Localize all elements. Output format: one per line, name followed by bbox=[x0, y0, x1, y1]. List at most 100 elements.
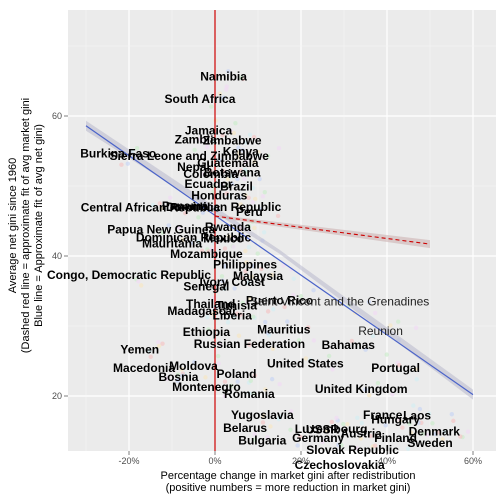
grid-layer bbox=[68, 10, 496, 451]
country-label: Bosnia bbox=[158, 370, 198, 384]
data-point bbox=[341, 421, 346, 427]
data-point bbox=[147, 348, 152, 354]
data-point bbox=[349, 338, 355, 344]
country-label: Liberia bbox=[213, 308, 253, 322]
data-point bbox=[263, 319, 268, 325]
data-point bbox=[199, 248, 205, 254]
data-point bbox=[222, 246, 228, 251]
data-point bbox=[230, 235, 235, 240]
data-point bbox=[175, 372, 181, 377]
data-point bbox=[390, 392, 395, 397]
data-point bbox=[240, 275, 245, 281]
data-point bbox=[260, 420, 266, 425]
market-fit-line bbox=[214, 215, 431, 245]
data-point bbox=[375, 380, 381, 386]
points-layer bbox=[119, 69, 471, 452]
data-point bbox=[329, 419, 335, 425]
data-point bbox=[339, 443, 344, 448]
data-point bbox=[236, 145, 241, 150]
data-point bbox=[236, 333, 242, 338]
data-point bbox=[255, 152, 260, 157]
data-point bbox=[205, 144, 210, 149]
data-point bbox=[195, 239, 201, 244]
data-point bbox=[237, 196, 242, 201]
y-axis-title-line: (Dashed red line = approximate fit of av… bbox=[20, 98, 32, 353]
data-point bbox=[291, 276, 296, 281]
data-point bbox=[252, 225, 257, 231]
data-point bbox=[248, 378, 253, 383]
country-label: Bulgaria bbox=[238, 434, 286, 448]
country-label-layer: Namibia South Africa JamaicaZambiaZimbabwe… bbox=[47, 70, 460, 473]
data-point bbox=[235, 379, 240, 384]
data-point bbox=[202, 171, 207, 177]
country-label: Kenya bbox=[223, 145, 259, 159]
country-label: Russian Federation bbox=[194, 337, 305, 351]
country-label: Namibia bbox=[200, 70, 247, 84]
data-point bbox=[223, 183, 229, 188]
data-point bbox=[226, 234, 232, 239]
data-point bbox=[160, 341, 165, 346]
country-label: Puerto Rico bbox=[246, 294, 313, 308]
data-point bbox=[359, 420, 364, 426]
plot-panel bbox=[68, 10, 496, 451]
data-point bbox=[217, 91, 223, 96]
data-point bbox=[307, 358, 313, 363]
data-point bbox=[192, 147, 197, 153]
country-label: Rwanda bbox=[205, 220, 251, 234]
data-point bbox=[325, 428, 330, 434]
y-tick-label: 20 bbox=[52, 391, 62, 401]
data-point bbox=[240, 148, 245, 153]
data-point bbox=[411, 403, 416, 408]
country-label: Saint Vincent and the Grenadines bbox=[250, 294, 429, 308]
data-point bbox=[326, 353, 332, 359]
data-point bbox=[426, 411, 432, 416]
country-label: Ethiopia bbox=[183, 325, 231, 339]
y-axis-title-line: Average net gini since 1960 bbox=[7, 158, 19, 294]
data-point bbox=[433, 431, 438, 437]
x-tick-label: 20% bbox=[292, 456, 310, 466]
data-point bbox=[275, 213, 281, 219]
data-point bbox=[253, 196, 258, 202]
data-point bbox=[209, 104, 214, 109]
data-point bbox=[148, 354, 153, 359]
country-label: Finland bbox=[374, 431, 417, 445]
data-point bbox=[257, 207, 263, 212]
data-point bbox=[261, 413, 266, 418]
data-point bbox=[166, 223, 171, 228]
data-point bbox=[405, 446, 411, 452]
country-label: USSR bbox=[306, 422, 340, 436]
data-point bbox=[179, 367, 184, 372]
data-point bbox=[250, 263, 256, 268]
data-point bbox=[232, 286, 237, 291]
country-label: Guatemala bbox=[197, 156, 259, 170]
data-point bbox=[242, 167, 248, 173]
country-label: Jamaica bbox=[185, 124, 233, 138]
data-point bbox=[363, 387, 368, 392]
data-point bbox=[311, 287, 316, 293]
data-point bbox=[249, 274, 254, 279]
country-label: Montenegro bbox=[172, 380, 241, 394]
data-point bbox=[209, 247, 215, 252]
data-point bbox=[397, 417, 402, 422]
data-point bbox=[257, 176, 262, 182]
data-point bbox=[216, 361, 221, 366]
country-label: Dominican Republic bbox=[136, 231, 252, 245]
country-label: Yugoslavia bbox=[231, 408, 294, 422]
data-point bbox=[222, 286, 227, 291]
country-label: Romania bbox=[224, 387, 275, 401]
country-label: Zambia bbox=[175, 133, 217, 147]
data-point bbox=[240, 300, 246, 306]
data-point bbox=[288, 427, 293, 433]
data-point bbox=[355, 415, 360, 420]
data-point bbox=[180, 237, 186, 243]
data-point bbox=[372, 443, 378, 448]
data-point bbox=[414, 377, 419, 382]
country-label: Congo, Democratic Republic bbox=[47, 268, 211, 282]
data-point bbox=[150, 270, 156, 276]
data-point bbox=[229, 181, 235, 187]
data-point bbox=[440, 436, 445, 442]
data-point bbox=[261, 230, 267, 235]
data-point bbox=[244, 260, 249, 265]
data-point bbox=[277, 382, 282, 387]
net-fit-line bbox=[85, 125, 474, 396]
